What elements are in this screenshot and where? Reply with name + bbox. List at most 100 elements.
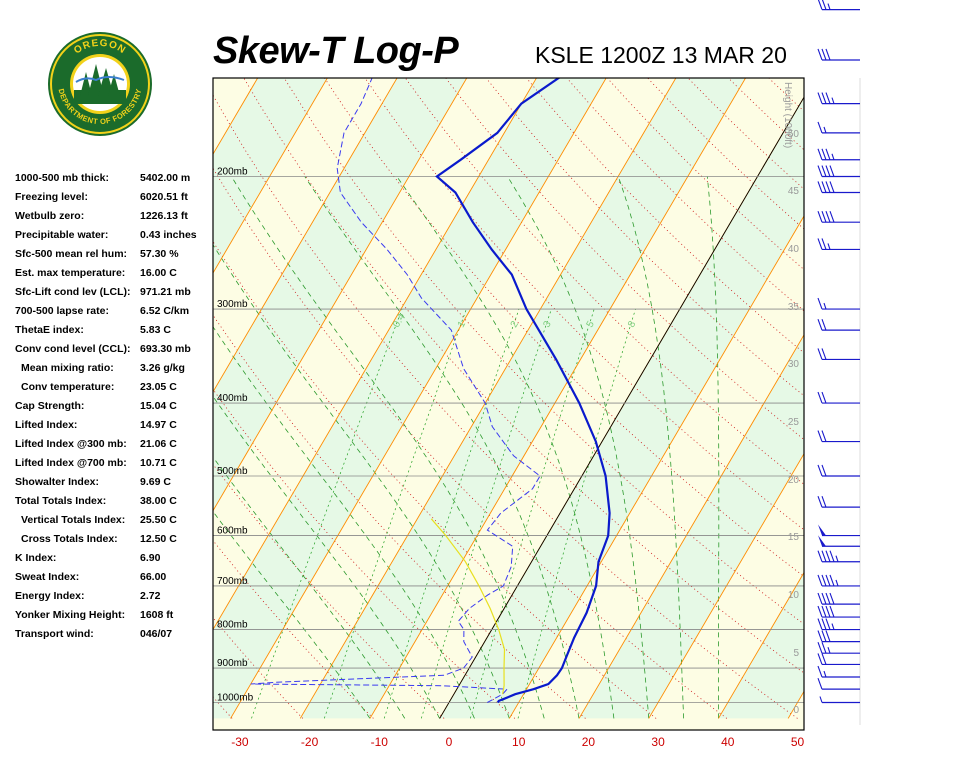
x-tick-label: 20 [582, 735, 596, 749]
tree-icon [108, 74, 120, 96]
moist-adiabat [507, 176, 650, 719]
isobar-label: 500mb [217, 466, 248, 477]
index-value: 14.97 C [140, 419, 177, 431]
x-tick-label: -10 [371, 735, 389, 749]
moist-adiabat [617, 176, 684, 719]
index-row: Conv temperature: 23.05 C [15, 378, 215, 397]
isobar-label: 700mb [217, 576, 248, 587]
index-label: Sfc-Lift cond lev (LCL): [15, 286, 131, 298]
moist-adiabat [706, 176, 720, 719]
isobar-label: 300mb [217, 299, 248, 310]
index-value: 16.00 C [140, 267, 177, 279]
dry-adiabat [213, 617, 304, 719]
wind-barb [817, 92, 860, 105]
index-label: Total Totals Index: [15, 495, 107, 507]
wind-barb [817, 181, 860, 194]
height-tick-label: 40 [788, 244, 800, 255]
index-row: 1000-500 mb thick: 5402.00 m [15, 169, 215, 188]
mixing-ratio-line [470, 308, 595, 719]
index-label: Yonker Mixing Height: [15, 609, 126, 621]
index-row: Cross Totals Index: 12.50 C [15, 530, 215, 549]
wind-barb [817, 550, 860, 563]
index-value: 046/07 [140, 628, 173, 640]
index-label: Showalter Index: [15, 476, 100, 488]
x-tick-label: -20 [301, 735, 319, 749]
wind-barb [817, 630, 860, 643]
index-row: Vertical Totals Index: 25.50 C [15, 511, 215, 530]
wind-barb [817, 348, 860, 361]
index-label: Lifted Index: [15, 419, 78, 431]
wind-barb [817, 495, 860, 508]
x-tick-label: 40 [721, 735, 735, 749]
index-label: ThetaE index: [15, 324, 84, 336]
chart-title: Skew-T Log-P [213, 30, 459, 72]
moist-adiabat [213, 456, 406, 719]
index-row: Sfc-Lift cond lev (LCL): 971.21 mb [15, 283, 215, 302]
wind-barb [819, 696, 860, 704]
wind-barb [817, 430, 860, 443]
mixing-ratio-line [420, 308, 552, 719]
x-tick-label: 50 [791, 735, 805, 749]
index-value: 6020.51 ft [140, 191, 188, 203]
wind-barb [817, 297, 860, 310]
wind-barb [817, 391, 860, 404]
index-row: Precipitable water: 0.43 inches [15, 226, 215, 245]
isotherm [578, 334, 804, 719]
index-row: Lifted Index @300 mb: 21.06 C [15, 435, 215, 454]
index-row: 700-500 lapse rate: 6.52 C/km [15, 302, 215, 321]
wind-barb [817, 48, 860, 61]
index-value: 38.00 C [140, 495, 177, 507]
wind-barb [817, 121, 860, 134]
index-value: 6.90 [140, 552, 161, 564]
height-tick-label: 15 [788, 532, 800, 543]
wind-barb [817, 238, 860, 251]
index-label: Cap Strength: [15, 400, 85, 412]
index-value: 5402.00 m [140, 172, 191, 184]
oregon-forestry-logo: OREGON DEPARTMENT OF FORESTRY [48, 32, 152, 136]
dewpoint-line [250, 78, 541, 703]
index-value: 6.52 C/km [140, 305, 190, 317]
index-row: Lifted Index: 14.97 C [15, 416, 215, 435]
index-label: K Index: [15, 552, 57, 564]
temperature-line [435, 78, 611, 704]
index-row: Sweat Index: 66.00 [15, 568, 215, 587]
wind-barb [817, 148, 860, 161]
index-value: 25.50 C [140, 514, 177, 526]
mixing-ratio-line [383, 308, 520, 719]
index-row: Total Totals Index: 38.00 C [15, 492, 215, 511]
index-row: Energy Index: 2.72 [15, 587, 215, 606]
index-value: 21.06 C [140, 438, 177, 450]
index-label: 700-500 lapse rate: [15, 305, 109, 317]
parcel-line [430, 518, 506, 695]
index-label: Wetbulb zero: [15, 210, 85, 222]
height-tick-label: 25 [788, 417, 800, 428]
isotherm [648, 452, 804, 719]
station-time-label: KSLE 1200Z 13 MAR 20 [535, 42, 787, 68]
isobar-label: 600mb [217, 526, 248, 537]
dry-adiabat [606, 78, 804, 271]
index-label: Transport wind: [15, 628, 94, 640]
index-label: Lifted Index @300 mb: [15, 438, 127, 450]
index-row: ThetaE index: 5.83 C [15, 321, 215, 340]
wind-barb [817, 605, 860, 618]
index-label: Energy Index: [15, 590, 85, 602]
index-label: 1000-500 mb thick: [15, 172, 109, 184]
index-value: 57.30 % [140, 248, 179, 260]
index-value: 1608 ft [140, 609, 174, 621]
index-value: 66.00 [140, 571, 167, 583]
index-row: Transport wind: 046/07 [15, 625, 215, 644]
wind-barb [817, 592, 860, 605]
index-value: 9.69 C [140, 476, 171, 488]
index-value: 23.05 C [140, 381, 177, 393]
index-label: Cross Totals Index: [21, 533, 118, 545]
index-label: Vertical Totals Index: [21, 514, 126, 526]
dry-adiabat [213, 240, 657, 719]
index-row: K Index: 6.90 [15, 549, 215, 568]
wind-barb [817, 318, 860, 331]
height-tick-label: 45 [788, 186, 800, 197]
isobar-label: 200mb [217, 167, 248, 178]
isotherm-band [213, 78, 607, 719]
dry-adiabat [243, 78, 804, 674]
index-row: Sfc-500 mean rel hum: 57.30 % [15, 245, 215, 264]
